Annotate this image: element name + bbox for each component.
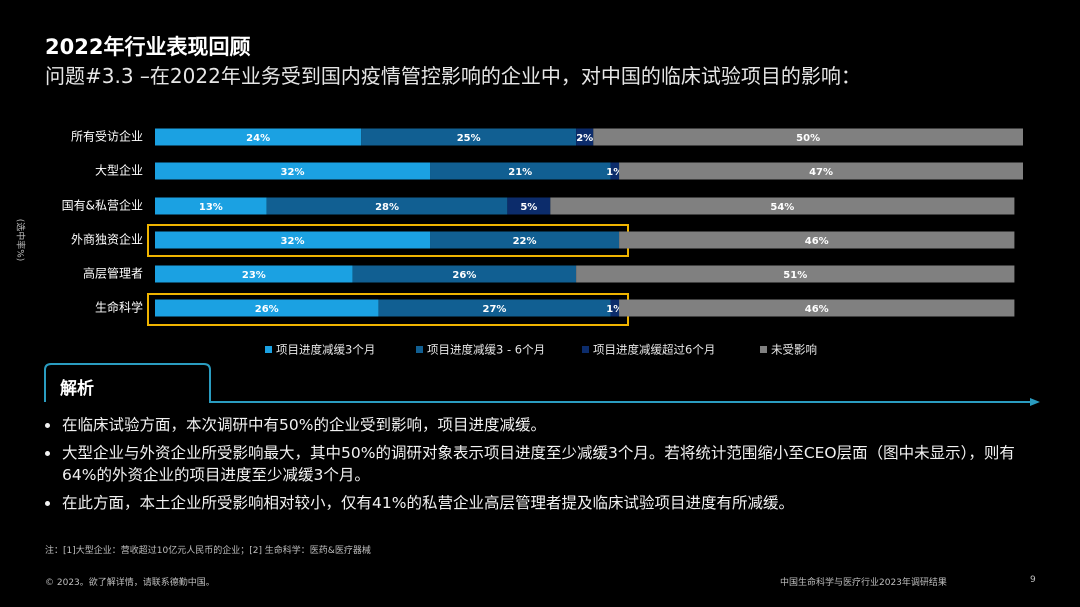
bar-segment	[507, 197, 551, 215]
page-number: 9	[1030, 575, 1036, 585]
bar-segment	[576, 265, 1015, 283]
bar-segment	[361, 128, 577, 146]
value-label: 47%	[809, 167, 833, 178]
category-label: 所有受访企业	[71, 129, 143, 144]
bar-segment	[619, 299, 1015, 317]
legend-label: 项目进度减缓超过6个月	[593, 343, 715, 357]
bar-segment	[155, 299, 379, 317]
bar-segment	[155, 128, 362, 146]
arrow-head	[1030, 398, 1040, 406]
category-label: 大型企业	[95, 163, 143, 178]
value-label: 26%	[255, 304, 279, 315]
y-axis-label: (选中率%)	[15, 219, 27, 262]
value-label: 46%	[805, 304, 829, 315]
bar-segment	[266, 197, 508, 215]
value-label: 28%	[375, 202, 399, 213]
analysis-heading: 解析	[60, 379, 94, 399]
copyright: © 2023。欲了解详情，请联系德勤中国。	[45, 578, 215, 588]
value-label: 54%	[770, 202, 794, 213]
bar-segment	[576, 128, 594, 146]
bar-segment	[378, 299, 611, 317]
value-label: 25%	[457, 133, 481, 144]
bar-segment	[430, 231, 620, 249]
legend-label: 未受影响	[771, 343, 817, 357]
legend-swatch	[760, 346, 767, 353]
bar-segment	[155, 265, 353, 283]
analysis-frame	[44, 363, 1030, 403]
value-label: 32%	[281, 167, 305, 178]
bar-segment	[610, 162, 620, 180]
bar-segment	[352, 265, 577, 283]
value-label: 22%	[513, 236, 537, 247]
bar-segment	[610, 299, 620, 317]
bar-segment	[619, 231, 1015, 249]
bullet: 在临床试验方面，本次调研中有50%的企业受到影响，项目进度减缓。	[42, 414, 1042, 436]
legend-label: 项目进度减缓3个月	[276, 343, 375, 357]
legend-swatch	[416, 346, 423, 353]
value-label: 2%	[576, 133, 593, 144]
value-label: 26%	[452, 270, 476, 281]
value-label: 50%	[796, 133, 820, 144]
value-label: 51%	[783, 270, 807, 281]
value-label: 21%	[508, 167, 532, 178]
footer: 中国生命科学与医疗行业2023年调研结果	[780, 578, 947, 588]
category-label: 外商独资企业	[71, 232, 143, 247]
bar-segment	[155, 197, 267, 215]
bar-segment	[550, 197, 1015, 215]
subtitle: 问题#3.3 –在2022年业务受到国内疫情管控影响的企业中，对中国的临床试验项…	[45, 64, 861, 88]
bar-segment	[155, 231, 431, 249]
bar-segment	[155, 162, 431, 180]
title: 2022年行业表现回顾	[45, 35, 251, 59]
value-label: 23%	[242, 270, 266, 281]
category-label: 高层管理者	[83, 266, 143, 281]
bullet-list: 在临床试验方面，本次调研中有50%的企业受到影响，项目进度减缓。大型企业与外资企…	[42, 414, 1042, 520]
note: 注：[1]大型企业：营收超过10亿元人民币的企业；[2] 生命科学：医药&医疗器…	[45, 546, 371, 556]
bullet: 大型企业与外资企业所受影响最大，其中50%的调研对象表示项目进度至少减缓3个月。…	[42, 442, 1042, 486]
bar-segment	[619, 162, 1023, 180]
value-label: 32%	[281, 236, 305, 247]
bar-segment	[593, 128, 1023, 146]
legend-swatch	[265, 346, 272, 353]
value-label: 1%	[606, 304, 623, 315]
bullet: 在此方面，本土企业所受影响相对较小，仅有41%的私营企业高层管理者提及临床试验项…	[42, 492, 1042, 514]
legend-label: 项目进度减缓3 - 6个月	[427, 343, 545, 357]
value-label: 24%	[246, 133, 270, 144]
value-label: 1%	[606, 167, 623, 178]
category-label: 国有&私营企业	[62, 198, 143, 213]
category-label: 生命科学	[95, 300, 143, 315]
legend-swatch	[582, 346, 589, 353]
bar-segment	[430, 162, 611, 180]
value-label: 5%	[520, 202, 537, 213]
value-label: 46%	[805, 236, 829, 247]
value-label: 27%	[482, 304, 506, 315]
value-label: 13%	[199, 202, 223, 213]
